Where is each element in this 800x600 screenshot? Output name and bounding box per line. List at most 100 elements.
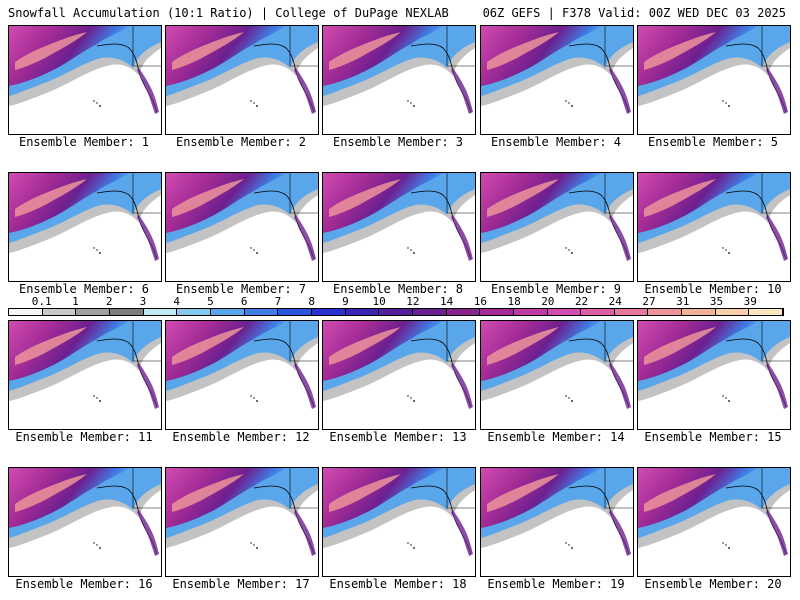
colorbar-tick-label: 39 (743, 295, 757, 308)
ensemble-member-label: Ensemble Member: 9 (490, 282, 622, 296)
colorbar-swatch (9, 309, 43, 315)
ensemble-member-map (322, 320, 476, 430)
colorbar-tick-label: 10 (372, 295, 386, 308)
snowfall-map-graphic (481, 173, 633, 261)
ensemble-member-map (637, 25, 791, 135)
snowfall-main-swath (166, 26, 286, 86)
border-line (604, 468, 633, 509)
hawaii-dot (571, 252, 573, 254)
colorbar-swatch (513, 309, 548, 315)
snowfall-main-swath (481, 173, 601, 233)
hawaii-dot (407, 542, 409, 544)
snowfall-map-graphic (166, 173, 318, 261)
snowfall-heavy-core (172, 179, 244, 217)
hawaii-dot (256, 400, 258, 402)
snowfall-heavy-core (172, 474, 244, 512)
border-line (761, 321, 790, 362)
border-line (289, 26, 318, 67)
hawaii-dot (256, 105, 258, 107)
snowfall-heavy-core (329, 32, 401, 70)
snowfall-main-swath (638, 26, 758, 86)
hawaii-dot (253, 397, 255, 399)
hawaii-dot (96, 544, 98, 546)
colorbar-tick-label: 6 (240, 295, 248, 308)
colorbar-swatch (311, 309, 346, 315)
colorbar-swatch (379, 309, 413, 315)
model-run-info: 06Z GEFS | F378 Valid: 00Z WED DEC 03 20… (482, 6, 786, 20)
hawaii-dot (256, 252, 258, 254)
hawaii-dot (568, 102, 570, 104)
coast-snow-strip (294, 215, 316, 261)
hawaii-dot (571, 547, 573, 549)
hawaii-dot (568, 544, 570, 546)
hawaii-dot (413, 252, 415, 254)
border-line (446, 26, 475, 67)
colorbar-tick-label: 9 (342, 295, 349, 308)
border-line (446, 173, 475, 214)
ensemble-member-map (480, 25, 634, 135)
ensemble-member-map (322, 467, 476, 577)
colorbar-tick-label: 16 (473, 295, 487, 308)
snowfall-map-graphic (638, 468, 790, 556)
colorbar-tick-label: 31 (676, 295, 690, 308)
hawaii-dot (93, 542, 95, 544)
snowfall-main-swath (323, 468, 443, 528)
snowfall-main-swath (166, 468, 286, 528)
ensemble-member-map (637, 320, 791, 430)
hawaii-dot (96, 102, 98, 104)
hawaii-dot (253, 249, 255, 251)
colorbar-swatch (614, 309, 649, 315)
border-line (446, 468, 475, 509)
ensemble-member-label: Ensemble Member: 15 (644, 430, 782, 444)
snowfall-map-graphic (323, 173, 475, 261)
border-line (604, 26, 633, 67)
hawaii-dot (410, 397, 412, 399)
snowfall-heavy-core (15, 32, 87, 70)
ensemble-member-label: Ensemble Member: 13 (329, 430, 467, 444)
hawaii-dot (571, 105, 573, 107)
snowfall-heavy-core (487, 179, 559, 217)
colorbar-tick-label: 18 (507, 295, 521, 308)
coast-snow-strip (137, 510, 159, 556)
snowfall-heavy-core (644, 327, 716, 365)
ensemble-member-map (165, 320, 319, 430)
snowfall-heavy-core (329, 474, 401, 512)
snowfall-map-graphic (166, 321, 318, 409)
snowfall-heavy-core (487, 327, 559, 365)
ensemble-member-label: Ensemble Member: 17 (172, 577, 310, 591)
colorbar-swatch (278, 309, 312, 315)
colorbar-tick-label: 35 (709, 295, 724, 308)
ensemble-member-label: Ensemble Member: 1 (18, 135, 150, 149)
hawaii-dot (565, 247, 567, 249)
ensemble-member-map (480, 320, 634, 430)
colorbar-swatch (715, 309, 750, 315)
snowfall-main-swath (9, 321, 129, 381)
colorbar-swatch (648, 309, 683, 315)
snowfall-main-swath (638, 173, 758, 233)
hawaii-dot (725, 249, 727, 251)
ensemble-member-map (637, 467, 791, 577)
ensemble-member-label: Ensemble Member: 8 (332, 282, 464, 296)
snowfall-heavy-core (15, 179, 87, 217)
colorbar-tick-label: 5 (207, 295, 214, 308)
colorbar-swatch (446, 309, 481, 315)
ensemble-member-map (8, 467, 162, 577)
border-line (604, 173, 633, 214)
hawaii-dot (568, 249, 570, 251)
snowfall-map-graphic (9, 26, 161, 114)
ensemble-member-label: Ensemble Member: 20 (644, 577, 782, 591)
snowfall-heavy-core (644, 474, 716, 512)
hawaii-dot (407, 247, 409, 249)
snowfall-main-swath (323, 173, 443, 233)
ensemble-member-label: Ensemble Member: 3 (332, 135, 464, 149)
snowfall-map-graphic (9, 321, 161, 409)
ensemble-member-map (8, 25, 162, 135)
coast-snow-strip (609, 363, 631, 409)
colorbar-swatch (177, 309, 211, 315)
colorbar-tick-label: 0.1 (31, 295, 52, 308)
ensemble-member-label: Ensemble Member: 5 (647, 135, 779, 149)
hawaii-dot (250, 542, 252, 544)
snowfall-map-graphic (323, 321, 475, 409)
snowfall-main-swath (481, 321, 601, 381)
coast-snow-strip (766, 68, 788, 114)
